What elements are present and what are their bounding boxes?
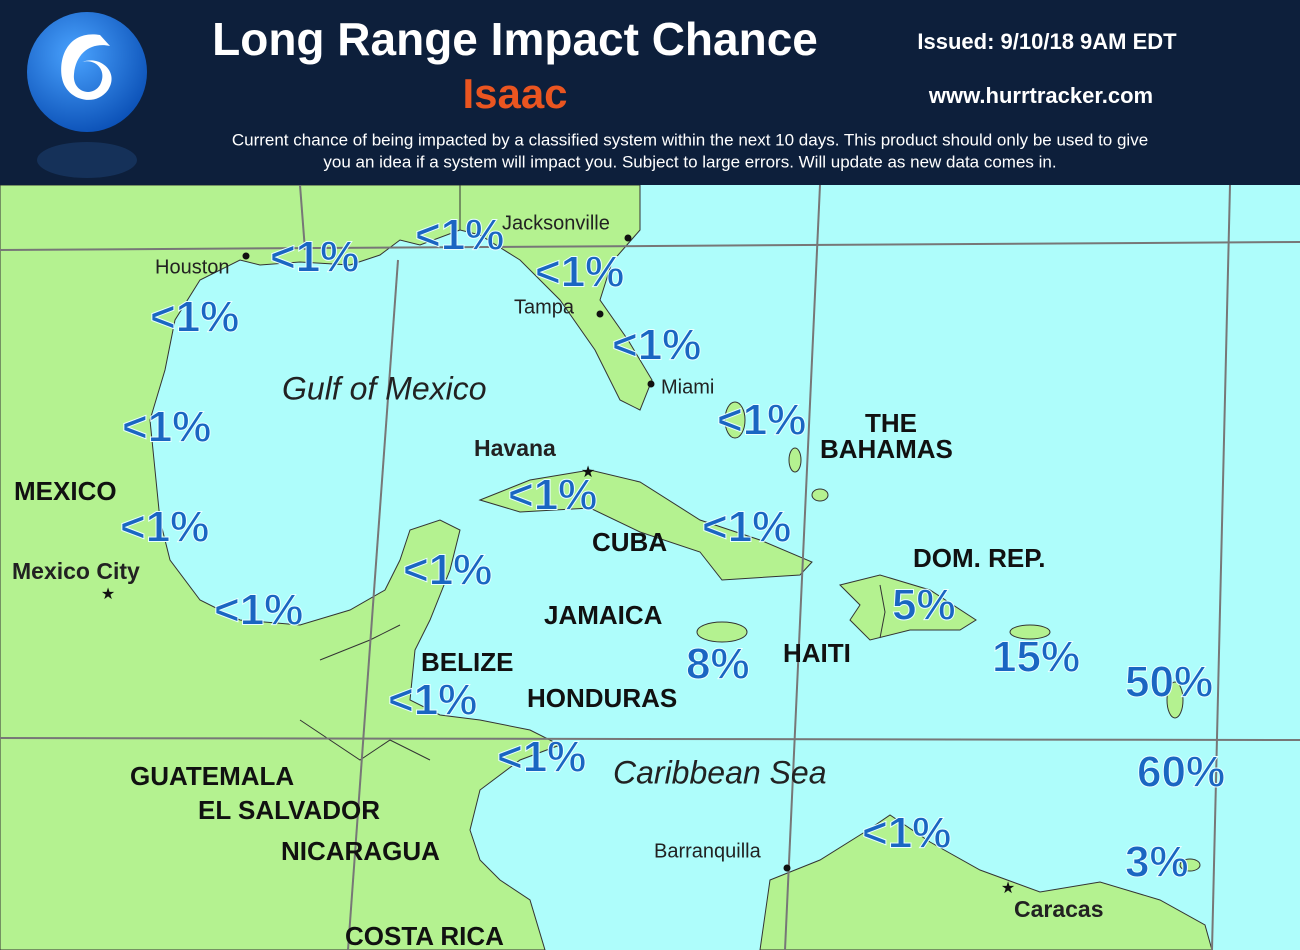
chance-label: 3% [1125,838,1189,887]
place-label: EL SALVADOR [198,795,380,825]
chance-label: 8% [686,640,750,689]
chance-label: 50% [1125,658,1213,707]
storm-name: Isaac [462,70,567,117]
chance-label: <1% [497,733,586,782]
chance-label: <1% [415,211,504,260]
city-label: Tampa [514,296,575,318]
grid [0,184,1300,950]
chance-label: 5% [892,581,956,630]
chance-label: <1% [612,321,701,370]
svg-text:★: ★ [581,464,595,481]
chance-labels: <1% <1%<1%<1%<1%<1% <1%<1%<1%<1%<1%<1% 5%8%… [120,210,1226,887]
place-label: BELIZE [421,647,513,677]
chance-label: <1% [150,293,239,342]
place-label: CUBA [592,527,667,557]
city-label: Caracas [1014,896,1104,922]
city-label: Houston [155,256,230,278]
place-label: GUATEMALA [130,761,294,791]
place-label: NICARAGUA [281,836,440,866]
place-label: COSTA RICA [345,921,504,950]
svg-text:★: ★ [1001,880,1015,897]
chance-label: <1% [403,546,492,595]
svg-text:★: ★ [101,586,115,603]
chance-label: <1% [717,396,806,445]
place-label: HAITI [783,638,851,668]
place-label: HONDURAS [527,683,677,713]
logo-icon [61,34,112,100]
chance-label: <1% [388,676,477,725]
chance-label: <1% [862,809,951,858]
header-bar [0,0,1300,185]
website: www.hurrtracker.com [928,83,1153,108]
city-dots: ★ ★ ★ [101,234,1015,897]
place-label: MEXICO [14,476,117,506]
place-label: THE [865,408,917,438]
city-label: Mexico City [12,558,140,584]
city-label: Barranquilla [654,840,762,862]
logo [27,12,147,132]
chance-label: <1% [702,503,791,552]
description: Current chance of being impacted by a cl… [232,130,1148,149]
chance-label: <1% [122,403,211,452]
chance-label: <1% [120,503,209,552]
land [0,184,1213,950]
water-label: Caribbean Sea [613,754,826,790]
description: you an idea if a system will impact you.… [323,152,1056,171]
water-label: Gulf of Mexico [282,370,487,406]
place-label: BAHAMAS [820,434,953,464]
place-label: DOM. REP. [913,543,1045,573]
issued: Issued: 9/10/18 9AM EDT [917,29,1177,54]
city-label: Havana [474,435,556,461]
chance-label: <1% [535,248,624,297]
chance-label: 15% [992,633,1080,682]
city-label: Jacksonville [502,212,610,234]
chance-label: <1% [508,471,597,520]
chance-label: 60% [1137,748,1225,797]
title: Long Range Impact Chance [212,13,818,65]
chance-label: <1% [270,233,359,282]
chance-label: <1% [214,586,303,635]
header: Long Range Impact Chance Isaac Issued: 9… [0,0,1300,185]
city-label: Miami [661,376,714,398]
place-label: JAMAICA [544,600,663,630]
